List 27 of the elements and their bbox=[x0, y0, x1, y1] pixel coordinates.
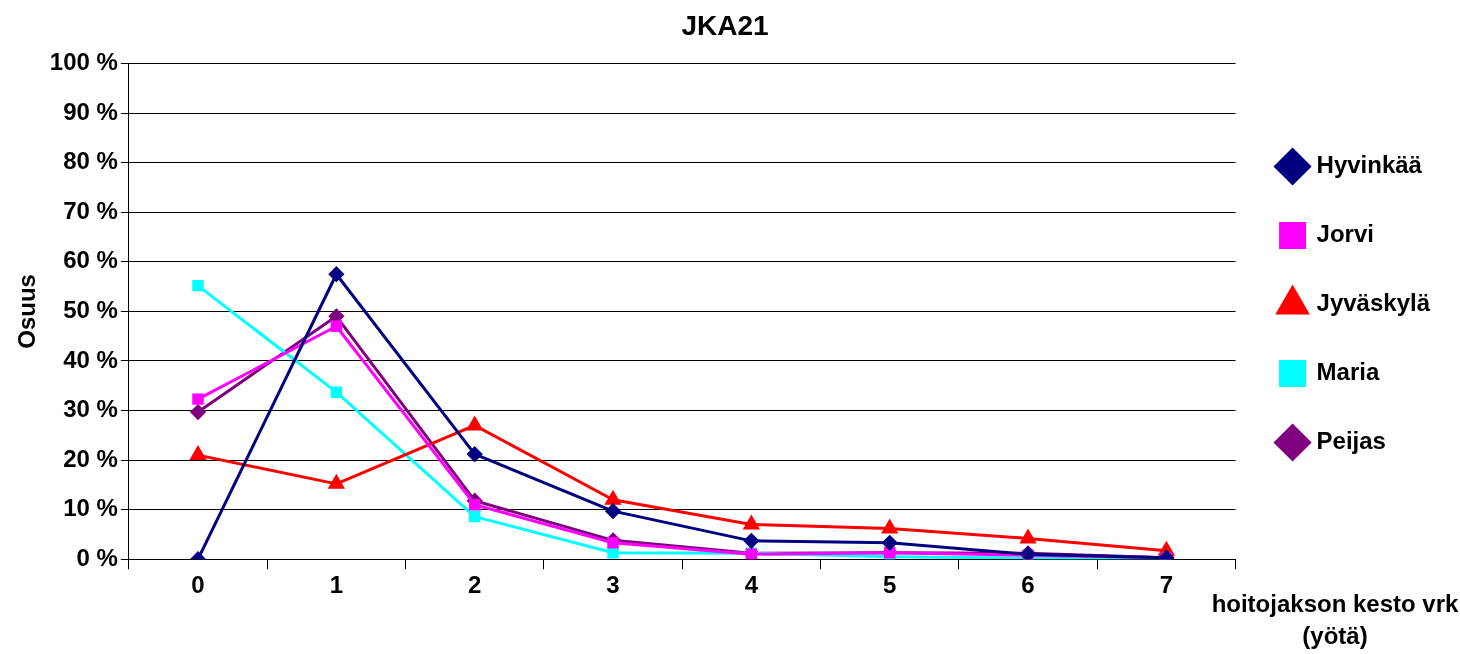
y-tick-label: 100 % bbox=[49, 48, 118, 76]
y-tick-label: 30 % bbox=[63, 395, 118, 423]
y-tick-label: 40 % bbox=[63, 345, 118, 373]
x-axis-title: hoitojakson kesto vrk (yötä) bbox=[1210, 589, 1460, 651]
y-axis-title: Osuus bbox=[13, 274, 41, 349]
chart-title: JKA21 bbox=[681, 9, 769, 41]
x-tick-label: 7 bbox=[1159, 571, 1174, 599]
y-tick-label: 50 % bbox=[63, 296, 118, 324]
y-tick-label: 70 % bbox=[63, 196, 118, 224]
x-tick-label: 0 bbox=[191, 571, 205, 599]
y-tick-label: 90 % bbox=[63, 97, 118, 125]
y-tick-label: 10 % bbox=[63, 494, 118, 522]
x-tick-label: 1 bbox=[329, 571, 344, 599]
legend-label: Maria bbox=[1316, 358, 1380, 386]
x-tick-label: 2 bbox=[468, 571, 482, 599]
x-tick-label: 5 bbox=[883, 571, 897, 599]
legend-label: Hyvinkää bbox=[1316, 151, 1423, 179]
y-tick-label: 60 % bbox=[63, 246, 118, 274]
legend-label: Peijas bbox=[1316, 427, 1386, 455]
x-tick-label: 3 bbox=[606, 571, 620, 599]
y-tick-label: 80 % bbox=[63, 147, 118, 175]
x-tick-label: 6 bbox=[1021, 571, 1035, 599]
legend-label: Jyväskylä bbox=[1316, 289, 1431, 317]
y-tick-label: 20 % bbox=[63, 444, 118, 472]
legend-label: Jorvi bbox=[1316, 220, 1374, 248]
y-tick-label: 0 % bbox=[76, 543, 118, 571]
x-tick-label: 4 bbox=[744, 571, 759, 599]
